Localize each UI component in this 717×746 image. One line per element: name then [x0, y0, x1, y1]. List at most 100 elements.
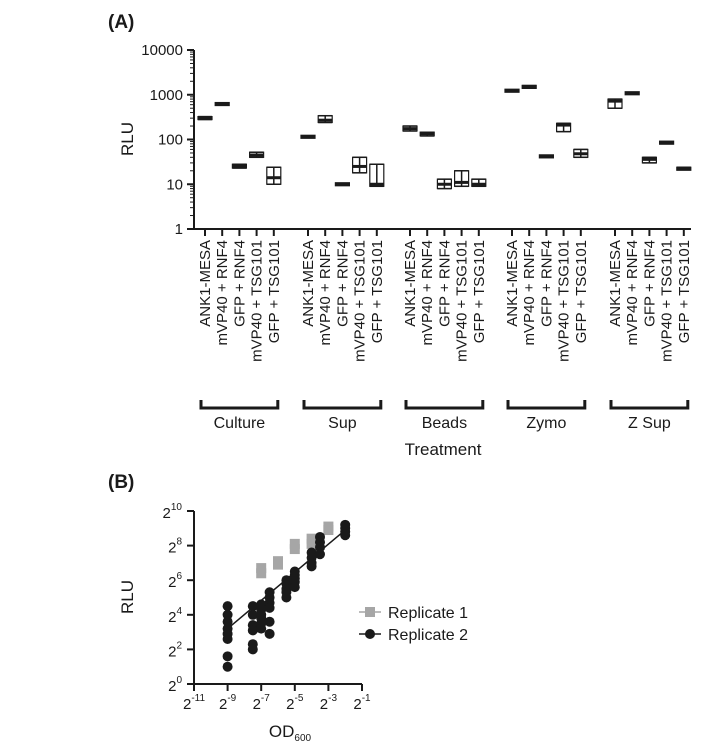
y-tick-base: 2 [168, 609, 176, 626]
category-label: mVP40 + TSG101 [454, 240, 471, 362]
x-tick-exponent: -5 [295, 693, 304, 704]
y-tick-label: 22 [168, 640, 182, 660]
replicate-1-point [273, 559, 283, 570]
panel-a-letter: (A) [108, 12, 134, 33]
replicate-2-point [222, 601, 233, 612]
y-tick-exponent: 6 [176, 571, 182, 582]
y-tick-base: 2 [168, 643, 176, 660]
legend-circle-marker [365, 629, 375, 639]
x-tick-base: 2 [353, 696, 361, 713]
x-tick-label: 2-11 [183, 693, 205, 713]
category-label: GFP + RNF4 [436, 240, 453, 327]
x-tick-base: 2 [219, 696, 227, 713]
panel-a-ylabel: RLU [118, 122, 137, 156]
group-label: Beads [422, 415, 467, 432]
group-label: Z Sup [628, 415, 671, 432]
replicate-2-point [306, 561, 317, 572]
category-label: mVP40 + RNF4 [214, 240, 231, 345]
group-bracket [404, 400, 485, 410]
replicate-2-point [264, 602, 275, 613]
group-label: Culture [214, 415, 266, 432]
y-tick-label: 1 [175, 221, 183, 238]
category-label: GFP + RNF4 [334, 240, 351, 327]
group-bracket [506, 400, 587, 410]
group-label: Sup [328, 415, 357, 432]
category-label: ANK1-MESA [607, 240, 624, 327]
category-label: mVP40 + TSG101 [659, 240, 676, 362]
y-tick-label: 24 [168, 606, 182, 626]
x-tick-exponent: -11 [191, 693, 205, 704]
x-tick-label: 2-9 [219, 693, 237, 713]
box-body [555, 122, 572, 133]
replicate-2-point [247, 644, 258, 655]
category-label: GFP + RNF4 [231, 240, 248, 327]
category-label: GFP + TSG101 [369, 240, 386, 343]
legend-label: Replicate 1 [388, 605, 468, 622]
group-bracket [609, 400, 690, 410]
x-tick-label: 2-5 [286, 693, 304, 713]
replicate-2-point [264, 628, 275, 639]
y-tick-label: 1000 [150, 87, 183, 104]
x-tick-label: 2-1 [353, 693, 371, 713]
x-tick-exponent: -7 [261, 693, 270, 704]
replicate-2-point [247, 625, 258, 636]
replicate-2-point [315, 542, 325, 553]
replicate-2-point [222, 616, 233, 627]
group-label: Zymo [526, 415, 566, 432]
replicate-1-point [289, 538, 300, 549]
y-tick-exponent: 8 [176, 537, 182, 548]
x-tick-base: 2 [253, 696, 261, 713]
category-label: mVP40 + TSG101 [556, 240, 573, 362]
x-tick-exponent: -3 [328, 693, 337, 704]
panel-b-letter: (B) [108, 472, 134, 493]
category-label: GFP + RNF4 [538, 240, 555, 327]
replicate-1-point [306, 533, 317, 544]
replicate-2-point [222, 634, 233, 645]
y-tick-exponent: 2 [176, 640, 182, 651]
category-label: ANK1-MESA [300, 240, 317, 327]
replicate-2-point [222, 609, 233, 620]
y-tick-label: 28 [168, 537, 182, 557]
x-tick-base: 2 [183, 696, 191, 713]
replicate-2-point [281, 592, 292, 603]
category-label: mVP40 + RNF4 [521, 240, 538, 345]
x-tick-exponent: -9 [227, 693, 236, 704]
category-label: ANK1-MESA [504, 240, 521, 327]
category-label: ANK1-MESA [402, 240, 419, 327]
replicate-2-point [247, 609, 258, 620]
category-label: GFP + TSG101 [573, 240, 590, 343]
category-label: GFP + TSG101 [471, 240, 488, 343]
y-tick-exponent: 10 [171, 502, 183, 513]
replicate-1-point [323, 525, 334, 536]
category-label: GFP + RNF4 [641, 240, 658, 327]
category-label: mVP40 + RNF4 [317, 240, 334, 345]
y-tick-base: 2 [163, 505, 171, 522]
y-tick-label: 26 [168, 571, 182, 591]
legend-label: Replicate 2 [388, 627, 468, 644]
box-body [266, 166, 282, 185]
category-label: ANK1-MESA [197, 240, 214, 327]
replicate-2-point [264, 616, 275, 627]
category-label: mVP40 + TSG101 [352, 240, 369, 362]
panel-b-xlabel-main: OD [269, 722, 295, 741]
replicate-2-point [256, 623, 267, 634]
y-tick-label: 10 [166, 176, 183, 193]
y-tick-exponent: 0 [176, 675, 182, 686]
replicate-1-point [289, 544, 300, 555]
replicate-1-point [306, 538, 317, 549]
replicate-1-point [256, 563, 267, 574]
y-tick-exponent: 4 [176, 606, 182, 617]
category-label: GFP + TSG101 [676, 240, 693, 343]
replicate-2-point [247, 601, 258, 612]
replicate-2-point [289, 582, 300, 593]
box-body [454, 170, 470, 187]
category-label: mVP40 + TSG101 [249, 240, 266, 362]
x-tick-exponent: -1 [362, 693, 371, 704]
y-tick-label: 100 [158, 132, 183, 149]
y-tick-base: 2 [168, 678, 176, 695]
category-label: GFP + TSG101 [266, 240, 283, 343]
replicate-2-point [222, 651, 233, 662]
x-tick-label: 2-7 [253, 693, 271, 713]
